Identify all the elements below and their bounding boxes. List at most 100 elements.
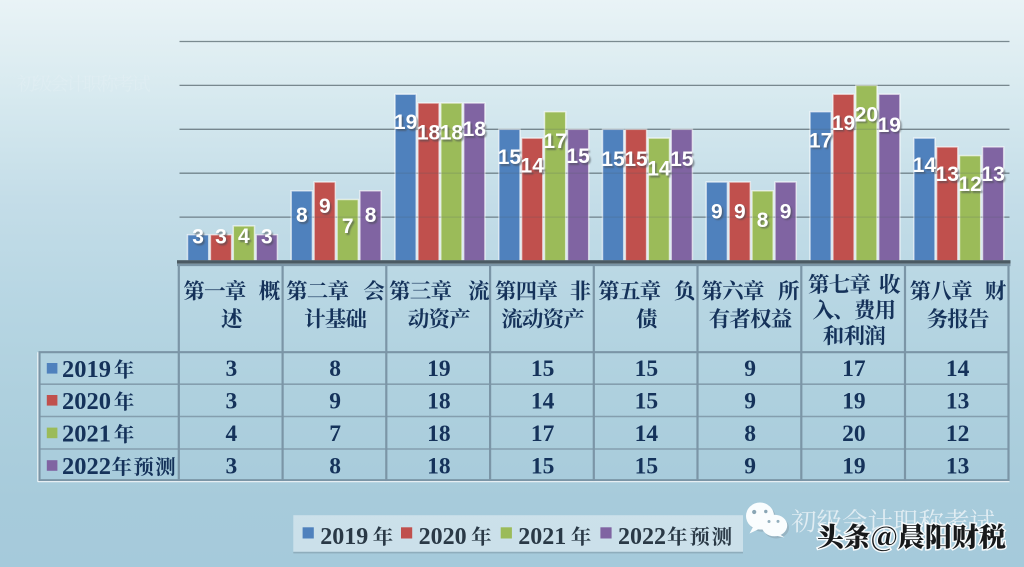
svg-text:8: 8 — [365, 204, 377, 227]
svg-text:15: 15 — [499, 148, 523, 171]
svg-text:19: 19 — [842, 388, 866, 414]
svg-text:18: 18 — [427, 421, 451, 447]
svg-text:15: 15 — [624, 148, 648, 171]
svg-text:8: 8 — [298, 206, 310, 229]
svg-text:3: 3 — [215, 226, 227, 249]
svg-text:15: 15 — [603, 150, 627, 173]
svg-text:12: 12 — [958, 173, 981, 196]
svg-text:18: 18 — [427, 454, 451, 480]
svg-text:3: 3 — [226, 388, 238, 414]
svg-text:20: 20 — [842, 421, 866, 447]
svg-text:18: 18 — [417, 122, 441, 145]
svg-text:9: 9 — [781, 202, 793, 225]
svg-text:9: 9 — [319, 195, 331, 218]
svg-text:2020: 2020 — [419, 524, 467, 550]
svg-text:14: 14 — [647, 158, 671, 181]
svg-text:15: 15 — [566, 145, 590, 168]
svg-text:15: 15 — [531, 454, 555, 480]
svg-text:14: 14 — [914, 156, 938, 179]
svg-text:14: 14 — [649, 159, 673, 182]
svg-text:14: 14 — [522, 156, 546, 179]
svg-text:19: 19 — [427, 356, 451, 382]
svg-text:2022: 2022 — [618, 524, 666, 550]
svg-text:13: 13 — [937, 165, 960, 188]
svg-text:13: 13 — [946, 388, 970, 414]
svg-text:9: 9 — [744, 356, 756, 382]
svg-text:3: 3 — [226, 356, 238, 382]
svg-text:19: 19 — [879, 116, 902, 139]
svg-text:17: 17 — [543, 130, 566, 153]
svg-text:4: 4 — [240, 227, 252, 250]
svg-text:19: 19 — [878, 114, 901, 137]
svg-text:4: 4 — [238, 225, 250, 248]
svg-text:17: 17 — [842, 356, 866, 382]
svg-text:15: 15 — [498, 146, 522, 169]
svg-text:9: 9 — [711, 200, 723, 223]
svg-text:9: 9 — [734, 200, 746, 223]
svg-text:2021: 2021 — [518, 524, 566, 550]
svg-text:18: 18 — [463, 118, 487, 141]
svg-text:7: 7 — [329, 421, 341, 447]
svg-text:8: 8 — [757, 209, 769, 232]
svg-text:15: 15 — [672, 150, 696, 173]
svg-text:18: 18 — [441, 123, 465, 146]
svg-text:7: 7 — [342, 215, 354, 238]
svg-text:13: 13 — [936, 163, 959, 186]
svg-text:9: 9 — [744, 388, 756, 414]
svg-text:15: 15 — [635, 356, 659, 382]
svg-text:15: 15 — [531, 356, 555, 382]
svg-text:15: 15 — [601, 148, 625, 171]
svg-text:2019: 2019 — [320, 524, 368, 550]
svg-text:14: 14 — [531, 388, 555, 414]
svg-text:19: 19 — [396, 113, 419, 136]
svg-text:3: 3 — [194, 227, 206, 250]
svg-text:8: 8 — [758, 211, 770, 234]
svg-text:14: 14 — [913, 154, 937, 177]
svg-text:7: 7 — [343, 217, 355, 240]
svg-text:3: 3 — [261, 226, 273, 249]
svg-text:13: 13 — [946, 454, 970, 480]
svg-text:19: 19 — [833, 114, 856, 137]
svg-text:14: 14 — [946, 356, 970, 382]
svg-text:17: 17 — [809, 129, 832, 152]
svg-text:17: 17 — [811, 131, 834, 154]
svg-text:3: 3 — [217, 227, 229, 250]
svg-text:15: 15 — [568, 147, 592, 170]
svg-text:9: 9 — [736, 202, 748, 225]
svg-text:15: 15 — [670, 148, 694, 171]
svg-text:18: 18 — [418, 123, 442, 146]
svg-text:19: 19 — [842, 454, 866, 480]
svg-text:8: 8 — [744, 421, 756, 447]
svg-text:9: 9 — [329, 388, 341, 414]
svg-text:13: 13 — [983, 165, 1006, 188]
svg-text:15: 15 — [626, 150, 650, 173]
svg-text:15: 15 — [635, 454, 659, 480]
svg-text:8: 8 — [366, 206, 378, 229]
svg-text:20: 20 — [856, 105, 879, 128]
svg-text:2019: 2019 — [62, 356, 111, 383]
svg-text:8: 8 — [296, 204, 308, 227]
svg-text:18: 18 — [427, 388, 451, 414]
svg-text:12: 12 — [960, 175, 983, 198]
svg-text:18: 18 — [440, 122, 464, 145]
svg-text:4: 4 — [226, 421, 238, 447]
svg-text:9: 9 — [744, 454, 756, 480]
svg-text:8: 8 — [329, 454, 341, 480]
svg-text:2021: 2021 — [62, 421, 111, 448]
svg-text:9: 9 — [780, 200, 792, 223]
svg-text:19: 19 — [394, 111, 417, 134]
svg-text:3: 3 — [226, 454, 238, 480]
svg-text:17: 17 — [545, 132, 568, 155]
svg-text:14: 14 — [521, 155, 545, 178]
svg-text:15: 15 — [635, 388, 659, 414]
svg-text:12: 12 — [946, 421, 970, 447]
svg-text:3: 3 — [192, 226, 204, 249]
svg-text:3: 3 — [263, 227, 275, 250]
svg-text:20: 20 — [855, 103, 878, 126]
svg-text:9: 9 — [713, 202, 725, 225]
svg-text:18: 18 — [464, 120, 488, 143]
svg-text:19: 19 — [832, 112, 855, 135]
svg-text:2020: 2020 — [62, 388, 111, 415]
svg-text:9: 9 — [321, 197, 333, 220]
svg-text:2022: 2022 — [62, 453, 111, 480]
